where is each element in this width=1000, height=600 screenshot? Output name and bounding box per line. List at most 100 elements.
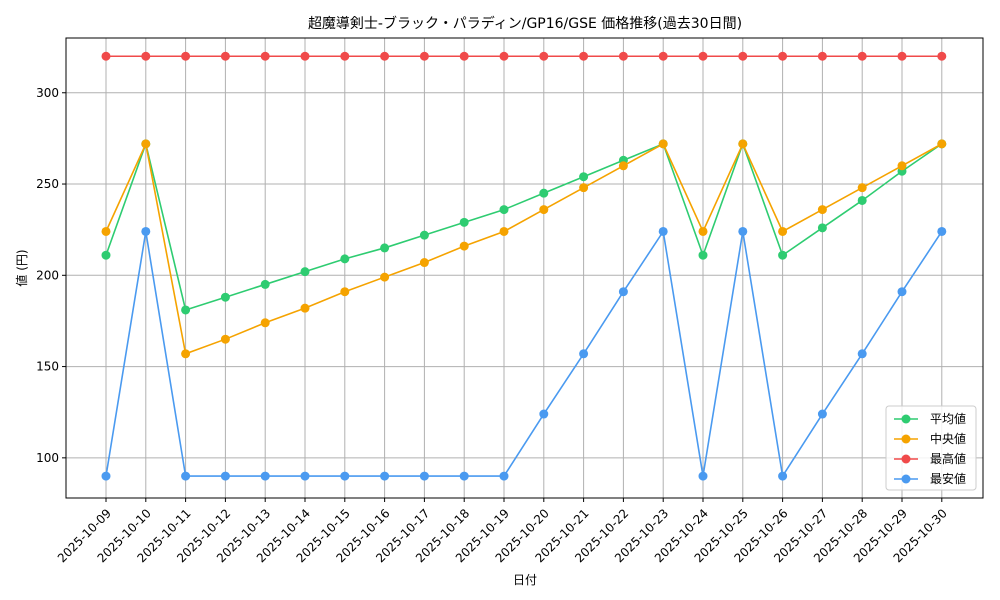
data-point (380, 51, 390, 61)
data-point (579, 51, 589, 61)
series-0 (101, 139, 947, 315)
legend-label: 中央値 (930, 431, 966, 446)
data-point (857, 195, 867, 205)
data-point (380, 471, 390, 481)
y-axis: 100 150 200 250 300 (36, 86, 66, 465)
data-point (419, 51, 429, 61)
data-point (459, 51, 469, 61)
grid (66, 38, 983, 498)
data-point (698, 471, 708, 481)
data-point (897, 287, 907, 297)
data-point (260, 51, 270, 61)
data-point (340, 287, 350, 297)
data-point (579, 183, 589, 193)
data-point (698, 226, 708, 236)
data-point (778, 226, 788, 236)
data-point (778, 471, 788, 481)
data-point (300, 303, 310, 313)
plot-frame (65, 37, 984, 499)
data-point (857, 51, 867, 61)
data-point (658, 139, 668, 149)
data-point (380, 243, 390, 253)
legend-item: 最高値 (894, 451, 966, 466)
data-point (857, 183, 867, 193)
data-point (738, 139, 748, 149)
series-line (105, 141, 943, 312)
data-point (579, 172, 589, 182)
data-point (300, 51, 310, 61)
data-point (340, 51, 350, 61)
data-point (220, 471, 230, 481)
data-point (539, 205, 549, 215)
data-point (419, 230, 429, 240)
data-point (340, 471, 350, 481)
series-1 (101, 139, 947, 359)
data-point (419, 471, 429, 481)
legend-marker (901, 414, 911, 424)
data-point (817, 409, 827, 419)
data-point (260, 471, 270, 481)
data-point (738, 226, 748, 236)
data-point (181, 305, 191, 315)
y-axis-label: 値 (円) (14, 249, 29, 286)
data-point (897, 51, 907, 61)
series-line (105, 141, 943, 355)
data-point (181, 349, 191, 359)
legend-label: 最安値 (930, 471, 966, 486)
legend-label: 平均値 (930, 411, 966, 426)
data-point (499, 51, 509, 61)
data-point (499, 471, 509, 481)
data-point (459, 241, 469, 251)
data-point (499, 205, 509, 215)
data-point (658, 51, 668, 61)
legend-item: 最安値 (894, 471, 966, 486)
y-tick-label: 300 (36, 86, 59, 100)
data-point (260, 318, 270, 328)
data-point (778, 51, 788, 61)
legend-marker (901, 474, 911, 484)
data-point (340, 254, 350, 264)
series-2 (101, 51, 947, 61)
data-point (181, 471, 191, 481)
data-point (459, 217, 469, 227)
data-point (419, 258, 429, 268)
data-point (937, 226, 947, 236)
legend-label: 最高値 (930, 451, 966, 466)
series-group (101, 51, 947, 481)
data-point (539, 188, 549, 198)
data-point (817, 205, 827, 215)
data-point (101, 471, 111, 481)
data-point (658, 226, 668, 236)
legend-item: 平均値 (894, 411, 966, 426)
x-axis-label: 日付 (513, 573, 537, 587)
data-point (300, 471, 310, 481)
y-tick-label: 100 (36, 451, 59, 465)
data-point (738, 51, 748, 61)
data-point (101, 250, 111, 260)
data-point (101, 51, 111, 61)
data-point (141, 139, 151, 149)
data-point (380, 272, 390, 282)
data-point (141, 226, 151, 236)
data-point (618, 287, 628, 297)
data-point (937, 139, 947, 149)
y-tick-label: 150 (36, 360, 59, 374)
data-point (181, 51, 191, 61)
data-point (857, 349, 867, 359)
data-point (817, 51, 827, 61)
data-point (141, 51, 151, 61)
chart-title: 超魔導剣士-ブラック・パラディン/GP16/GSE 価格推移(過去30日間) (308, 15, 742, 32)
legend-marker (901, 434, 911, 444)
data-point (618, 161, 628, 171)
data-point (499, 226, 509, 236)
legend-box (885, 405, 977, 491)
data-point (300, 267, 310, 277)
data-point (817, 223, 827, 233)
data-point (220, 292, 230, 302)
legend-marker (901, 454, 911, 464)
data-point (101, 226, 111, 236)
data-point (539, 51, 549, 61)
series-3 (101, 226, 947, 481)
